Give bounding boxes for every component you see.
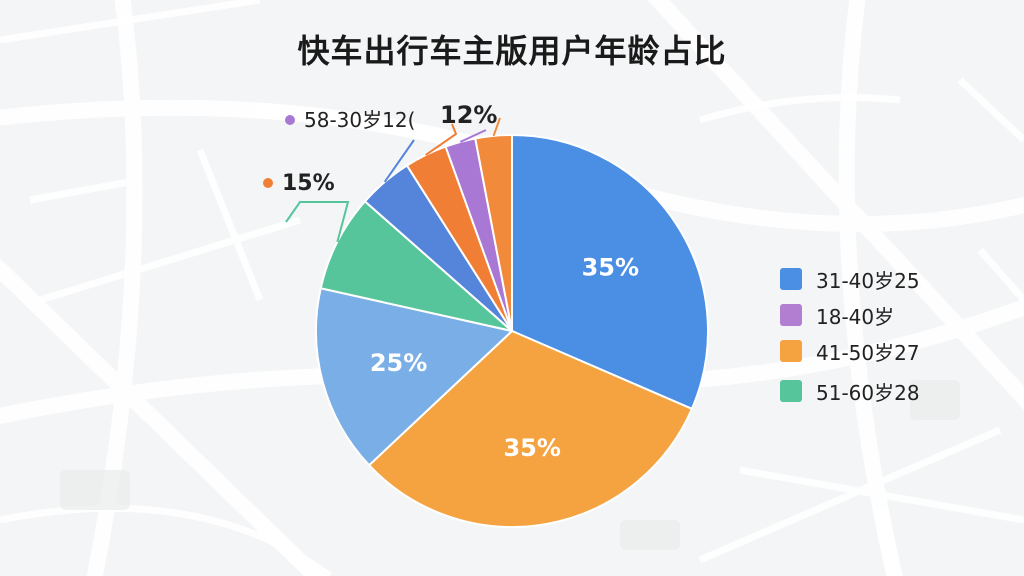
legend-swatch — [780, 268, 802, 290]
callout-label: 15% — [282, 171, 335, 196]
callout-leader-line — [492, 117, 501, 137]
legend-label: 41-50岁27 — [816, 340, 920, 365]
chart-title: 快车出行车主版用户年龄占比 — [297, 32, 727, 70]
chart-legend: 31-40岁25 18-40岁 41-50岁27 51-60岁28 — [780, 262, 920, 410]
legend-label: 18-40岁 — [816, 304, 895, 329]
callout-label: 12% — [440, 101, 497, 129]
pie-slice — [367, 329, 694, 528]
slice-data-label: 25% — [370, 349, 427, 377]
callout-label: 58-30岁12( — [304, 108, 415, 132]
legend-swatch — [780, 340, 802, 362]
legend-label: 31-40岁25 — [816, 268, 920, 293]
pie-slice — [319, 199, 513, 332]
pie-slice — [474, 133, 513, 332]
legend-item: 31-40岁25 — [780, 262, 920, 296]
legend-item: 51-60岁28 — [780, 374, 920, 408]
legend-label: 51-60岁28 — [816, 380, 920, 405]
legend-item: 18-40岁 — [780, 298, 920, 332]
callout-leader-line — [383, 139, 415, 183]
slice-data-label: 35% — [582, 253, 639, 281]
pie-slice — [315, 287, 515, 467]
legend-swatch — [780, 380, 802, 402]
legend-swatch — [780, 304, 802, 326]
callout-leader-line — [459, 129, 487, 143]
callout-dot — [285, 115, 295, 125]
slice-data-label: 35% — [503, 434, 560, 462]
callout-leader-line — [285, 201, 350, 243]
pie-slice — [511, 133, 709, 411]
callout-leader-line — [425, 123, 458, 156]
callout-dot — [263, 178, 273, 188]
legend-item: 41-50岁27 — [780, 334, 920, 368]
